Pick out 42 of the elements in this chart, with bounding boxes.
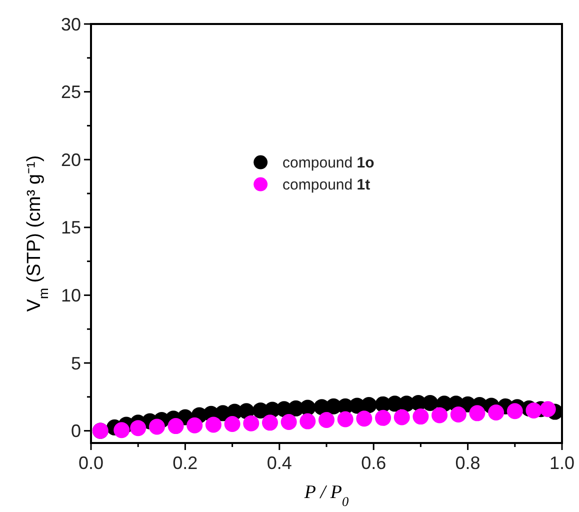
point [318, 412, 334, 428]
legend-label: compound 1t [282, 176, 370, 194]
point [280, 414, 297, 430]
point [488, 404, 504, 420]
y-tick-label: 10 [60, 285, 81, 306]
point [114, 422, 130, 438]
y-tick-label: 0 [70, 421, 81, 442]
x-axis-title: P / P$_{0}$ [303, 482, 349, 508]
point [540, 401, 556, 418]
point [337, 411, 354, 428]
point [356, 410, 372, 427]
point [422, 395, 438, 411]
point [450, 406, 466, 423]
point [506, 403, 523, 420]
x-tick-label: 0.6 [361, 453, 386, 473]
x-tick-label: 1.0 [549, 453, 575, 473]
point [300, 413, 316, 430]
point [186, 417, 203, 434]
point [243, 415, 260, 432]
y-tick-label: 30 [60, 14, 81, 34]
x-tick-label: 0.0 [78, 453, 104, 473]
x-tick-label: 0.4 [266, 453, 292, 473]
y-tick-label: 25 [60, 82, 81, 102]
point [375, 410, 392, 426]
point [130, 420, 146, 436]
point [168, 418, 184, 434]
point [360, 397, 377, 414]
point [432, 407, 448, 424]
point [469, 405, 486, 422]
y-tick-label: 20 [60, 150, 81, 170]
point [526, 402, 542, 418]
point [394, 409, 410, 426]
point [224, 416, 240, 432]
point [412, 408, 429, 425]
point [148, 418, 165, 435]
point [262, 414, 278, 431]
x-tick-label: 0.2 [172, 453, 198, 473]
x-tick-label: 0.8 [455, 453, 480, 473]
legend-label: compound 1o [282, 154, 374, 172]
y-tick-label: 5 [70, 353, 81, 374]
y-tick-label: 15 [60, 218, 81, 238]
point [205, 416, 222, 433]
